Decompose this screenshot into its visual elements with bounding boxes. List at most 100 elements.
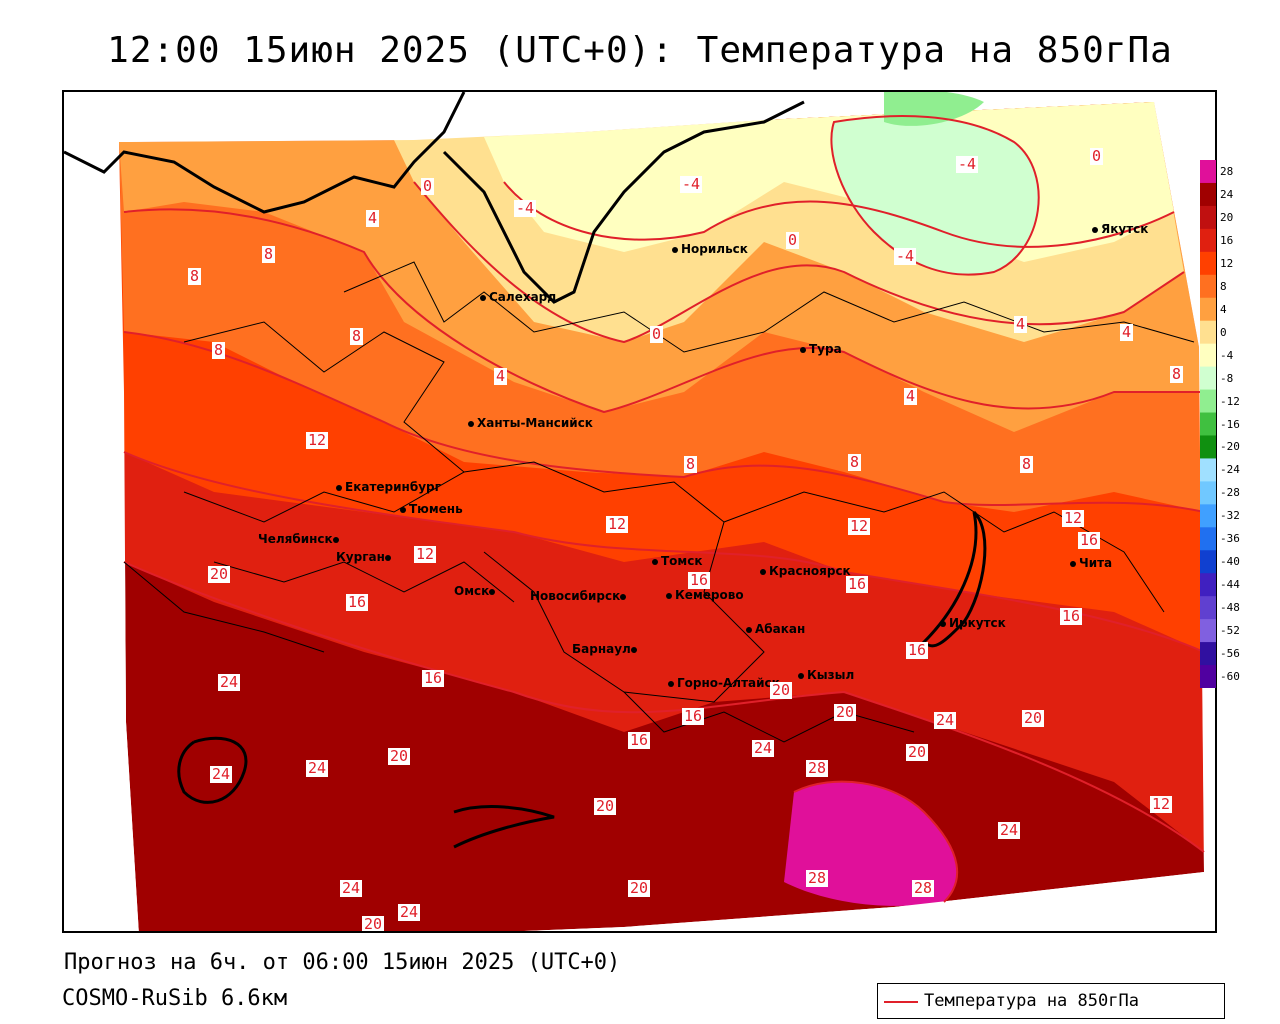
colorbar-cell (1200, 343, 1216, 368)
isotherm-label: 16 (682, 707, 705, 725)
city-kurgan: Курган (336, 550, 394, 564)
city-dot-icon (760, 568, 766, 575)
isotherm-label: 8 (262, 245, 276, 263)
isotherm-label: 24 (752, 739, 775, 757)
colorbar-tick-label: 24 (1220, 187, 1234, 201)
city-khanty-mansiysk: Ханты-Мансийск (468, 416, 593, 430)
legend-line-icon (884, 1001, 918, 1003)
colorbar-cell (1200, 527, 1216, 551)
city-norilsk: Норильск (672, 242, 748, 256)
isotherm-label: -4 (680, 175, 703, 193)
isotherm-label: 8 (848, 453, 862, 471)
isotherm-label: 4 (494, 367, 508, 385)
isotherm-label: 24 (210, 765, 233, 783)
isotherm-label: 24 (218, 673, 241, 691)
city-omsk: Омск (454, 584, 498, 598)
city-yekaterinburg: Екатеринбург (336, 480, 441, 494)
city-kyzyl: Кызыл (798, 668, 854, 682)
zone-minus4 (831, 116, 1039, 275)
city-kemerovo: Кемерово (666, 588, 744, 602)
colorbar-cell (1200, 274, 1216, 299)
city-dot-icon (400, 506, 406, 513)
city-tomsk: Томск (652, 554, 703, 568)
colorbar-cell (1200, 297, 1216, 322)
isotherm-label: 24 (306, 759, 329, 777)
isotherm-label: 4 (904, 387, 918, 405)
legend-label: Температура на 850гПа (924, 991, 1139, 1011)
city-dot-icon (746, 626, 752, 633)
isotherm-label: 8 (212, 341, 226, 359)
city-dot-icon (630, 646, 637, 653)
isotherm-label: 8 (188, 267, 202, 285)
isotherm-lines (123, 115, 1205, 903)
city-abakan: Абакан (746, 622, 805, 636)
city-gorno-altaysk: Горно-Алтайск (668, 676, 780, 690)
colorbar-cell (1200, 596, 1216, 620)
isotherm-label: 16 (906, 641, 929, 659)
city-dot-icon (384, 554, 391, 561)
colorbar-cell (1200, 573, 1216, 597)
isotherm-label: 20 (628, 879, 651, 897)
zone-minus8 (884, 92, 984, 126)
isotherm-label: 0 (786, 231, 800, 249)
temperature-map[interactable]: Норильск Якутск Салехард Тура Ханты-Манс… (62, 90, 1217, 933)
colorbar-tick-label: -56 (1220, 647, 1240, 661)
city-dot-icon (336, 484, 342, 491)
model-name: COSMO-RuSib 6.6км (62, 986, 288, 1011)
city-dot-icon (668, 680, 674, 687)
isotherm-label: 16 (1078, 531, 1101, 549)
isotherm-label: -4 (956, 155, 979, 173)
city-dot-icon (620, 593, 627, 600)
city-tura: Тура (800, 342, 842, 356)
isotherm-label: 24 (398, 903, 421, 921)
legend: Температура на 850гПа (877, 983, 1225, 1019)
colorbar-cell (1200, 665, 1216, 688)
isotherm-label: 16 (688, 571, 711, 589)
isotherm-label: 20 (834, 703, 857, 721)
isotherm-label: 12 (606, 515, 629, 533)
isotherm-label: 0 (650, 325, 664, 343)
colorbar-cell (1200, 389, 1216, 414)
colorbar-cell (1200, 481, 1216, 505)
city-dot-icon (468, 420, 474, 427)
isotherm-label: 8 (1020, 455, 1034, 473)
isotherm-label: -4 (894, 247, 917, 265)
colorbar-tick-label: -48 (1220, 601, 1240, 615)
city-dot-icon (332, 536, 339, 543)
colorbar-cell (1200, 458, 1216, 482)
isotherm-label: 20 (1022, 709, 1045, 727)
isotherm-label: 0 (421, 177, 435, 195)
colorbar-cell (1200, 182, 1216, 207)
city-barnaul: Барнаул (572, 642, 640, 656)
city-krasnoyarsk: Красноярск (760, 564, 851, 578)
city-irkutsk: Иркутск (940, 616, 1006, 630)
isotherm-label: 20 (362, 915, 385, 933)
coastline (64, 92, 987, 849)
city-chita: Чита (1070, 556, 1112, 570)
isotherm-label: 20 (906, 743, 929, 761)
colorbar-cell (1200, 205, 1216, 230)
colorbar-tick-label: -60 (1220, 670, 1240, 684)
isotherm-label: -4 (514, 199, 537, 217)
colorbar-cell (1200, 320, 1216, 345)
colorbar-tick-label: -4 (1220, 348, 1234, 362)
isotherm-label: 12 (1150, 795, 1173, 813)
isotherm-label: 12 (1062, 509, 1085, 527)
city-dot-icon (1070, 560, 1076, 567)
map-canvas (64, 92, 1215, 931)
isotherm-label: 28 (806, 869, 829, 887)
city-tyumen: Тюмень (400, 502, 463, 516)
colorbar-cell (1200, 160, 1216, 184)
isotherm-label: 16 (1060, 607, 1083, 625)
colorbar-tick-label: -32 (1220, 509, 1240, 523)
colorbar-tick-label: -12 (1220, 394, 1240, 408)
colorbar-cell (1200, 504, 1216, 528)
colorbar-tick-label: 4 (1220, 302, 1227, 316)
colorbar-tick-label: -16 (1220, 417, 1240, 431)
isotherm-label: 16 (628, 731, 651, 749)
colorbar-tick-label: -8 (1220, 371, 1234, 385)
isotherm-label: 8 (1170, 365, 1184, 383)
city-dot-icon (480, 294, 486, 301)
map-title: 12:00 15июн 2025 (UTC+0): Температура на… (107, 30, 1173, 71)
isotherm-label: 0 (1090, 147, 1104, 165)
